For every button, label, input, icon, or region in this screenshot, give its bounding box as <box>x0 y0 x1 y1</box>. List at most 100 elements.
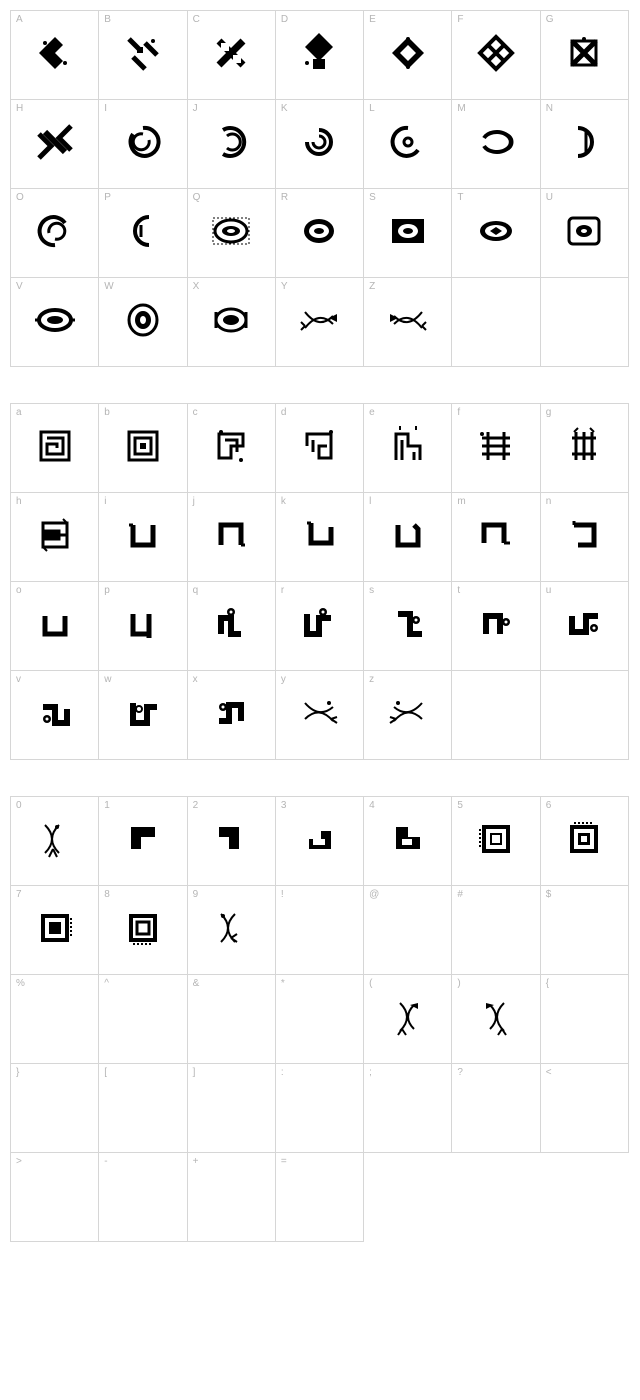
glyph-block-symbols: 0123456789!@#$%^&*(){}[]:;?<>-+= <box>10 796 630 1242</box>
glyph-cell: B <box>99 11 187 100</box>
glyph-cell-label: % <box>16 978 25 989</box>
glyph-icon <box>476 211 516 251</box>
glyph-cell: i <box>99 493 187 582</box>
glyph-icon <box>35 122 75 162</box>
glyph-icon <box>123 33 163 73</box>
glyph-cell: w <box>99 671 187 760</box>
glyph-icon <box>388 211 428 251</box>
glyph-cell: g <box>541 404 629 493</box>
glyph-cell: T <box>452 189 540 278</box>
glyph-cell-label: P <box>104 192 111 203</box>
glyph-icon <box>123 300 163 340</box>
glyph-icon <box>35 300 75 340</box>
glyph-cell: N <box>541 100 629 189</box>
glyph-cell-label: z <box>369 674 374 685</box>
glyph-cell: V <box>11 278 99 367</box>
glyph-cell-label: R <box>281 192 288 203</box>
glyph-cell-label: 3 <box>281 800 287 811</box>
glyph-icon <box>123 693 163 733</box>
glyph-icon <box>211 693 251 733</box>
glyph-icon <box>35 33 75 73</box>
glyph-cell-label: x <box>193 674 198 685</box>
glyph-cell-label: X <box>193 281 200 292</box>
glyph-cell: o <box>11 582 99 671</box>
glyph-icon <box>35 693 75 733</box>
glyph-icon <box>476 604 516 644</box>
glyph-grid: abcdefghijklmnopqrstuvwxyz <box>10 403 629 760</box>
glyph-cell-label: u <box>546 585 552 596</box>
glyph-icon <box>564 515 604 555</box>
glyph-cell: ; <box>364 1064 452 1153</box>
glyph-cell-label: y <box>281 674 286 685</box>
glyph-icon <box>35 819 75 859</box>
glyph-cell <box>452 671 540 760</box>
glyph-icon <box>123 122 163 162</box>
glyph-cell: u <box>541 582 629 671</box>
glyph-cell-label: [ <box>104 1067 107 1078</box>
glyph-icon <box>564 33 604 73</box>
glyph-icon <box>388 997 428 1037</box>
glyph-icon <box>299 33 339 73</box>
glyph-cell-label: M <box>457 103 465 114</box>
glyph-cell-label: v <box>16 674 21 685</box>
glyph-cell: d <box>276 404 364 493</box>
glyph-cell-label: + <box>193 1156 199 1167</box>
glyph-cell-label: k <box>281 496 286 507</box>
glyph-cell: < <box>541 1064 629 1153</box>
glyph-icon <box>476 819 516 859</box>
glyph-icon <box>299 604 339 644</box>
glyph-grid: 0123456789!@#$%^&*(){}[]:;?<>-+= <box>10 796 629 1242</box>
glyph-cell-label: h <box>16 496 22 507</box>
glyph-cell-label: D <box>281 14 288 25</box>
glyph-cell-label: @ <box>369 889 379 900</box>
glyph-cell-label: E <box>369 14 376 25</box>
glyph-cell: M <box>452 100 540 189</box>
glyph-cell-label: 9 <box>193 889 199 900</box>
glyph-cell: h <box>11 493 99 582</box>
glyph-cell-label: a <box>16 407 22 418</box>
glyph-cell: K <box>276 100 364 189</box>
glyph-cell: } <box>11 1064 99 1153</box>
glyph-icon <box>123 515 163 555</box>
glyph-cell-label: m <box>457 496 465 507</box>
glyph-cell: Q <box>188 189 276 278</box>
glyph-cell-label: T <box>457 192 463 203</box>
glyph-cell: t <box>452 582 540 671</box>
glyph-cell: O <box>11 189 99 278</box>
glyph-icon <box>123 426 163 466</box>
glyph-cell-label: # <box>457 889 463 900</box>
glyph-icon <box>564 819 604 859</box>
glyph-icon <box>35 604 75 644</box>
glyph-cell: j <box>188 493 276 582</box>
glyph-cell-label: } <box>16 1067 19 1078</box>
glyph-cell: 5 <box>452 797 540 886</box>
character-map: ABCDEFGHIJKLMNOPQRSTUVWXYZabcdefghijklmn… <box>10 10 630 1242</box>
glyph-cell-label: $ <box>546 889 552 900</box>
glyph-cell-label: J <box>193 103 198 114</box>
glyph-cell-label: ? <box>457 1067 463 1078</box>
glyph-cell-label: o <box>16 585 22 596</box>
glyph-cell: 8 <box>99 886 187 975</box>
glyph-cell: * <box>276 975 364 1064</box>
glyph-cell: a <box>11 404 99 493</box>
glyph-cell-label: l <box>369 496 371 507</box>
glyph-icon <box>123 604 163 644</box>
glyph-cell-label: = <box>281 1156 287 1167</box>
glyph-icon <box>35 426 75 466</box>
glyph-cell-label: N <box>546 103 553 114</box>
glyph-cell: 1 <box>99 797 187 886</box>
glyph-cell-label: W <box>104 281 113 292</box>
glyph-cell: - <box>99 1153 187 1242</box>
glyph-cell: ^ <box>99 975 187 1064</box>
glyph-icon <box>388 819 428 859</box>
glyph-icon <box>211 122 251 162</box>
glyph-cell-label: s <box>369 585 374 596</box>
glyph-cell-label: V <box>16 281 23 292</box>
glyph-cell-label: L <box>369 103 375 114</box>
glyph-icon <box>299 515 339 555</box>
glyph-icon <box>388 122 428 162</box>
glyph-cell-label: ] <box>193 1067 196 1078</box>
glyph-cell: R <box>276 189 364 278</box>
glyph-cell: n <box>541 493 629 582</box>
glyph-cell-label: g <box>546 407 552 418</box>
